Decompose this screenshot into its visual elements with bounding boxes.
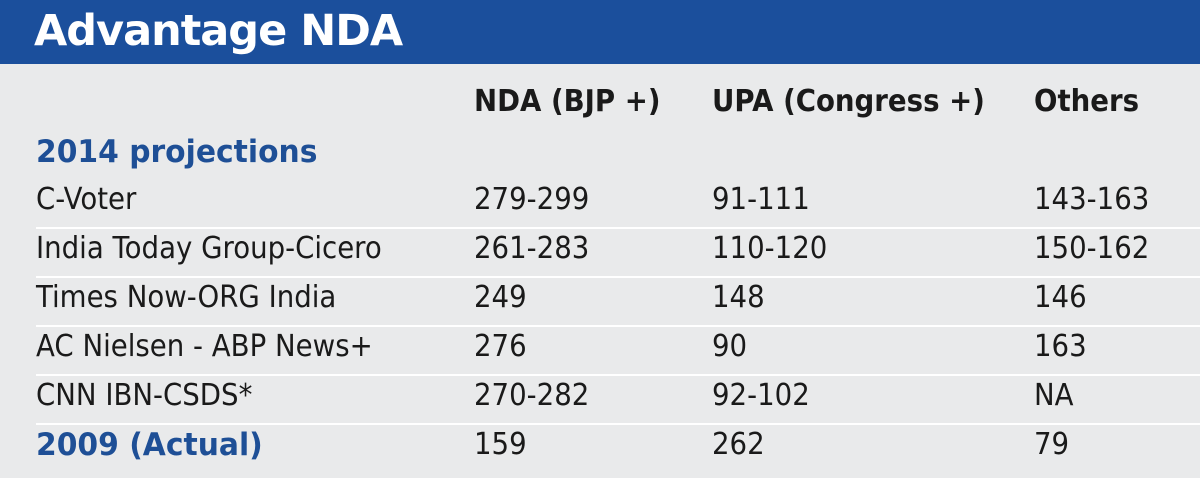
bottom-border [0, 478, 1200, 482]
cell-2009-actual-others: 79 [1034, 427, 1070, 462]
cell-c-voter-upa: 91-111 [712, 182, 810, 217]
row-divider [36, 227, 1200, 229]
cell-india-today-upa: 110-120 [712, 231, 828, 266]
cell-c-voter-others: 143-163 [1034, 182, 1150, 217]
cell-cnn-ibn-others: NA [1034, 378, 1074, 413]
cell-india-today-nda: 261-283 [474, 231, 590, 266]
cell-times-now-others: 146 [1034, 280, 1087, 315]
cell-times-now-upa: 148 [712, 280, 765, 315]
cell-c-voter-nda: 279-299 [474, 182, 590, 217]
title-bar: Advantage NDA [0, 0, 1200, 64]
column-header-nda: NDA (BJP +) [474, 84, 661, 119]
cell-ac-nielsen-nda: 276 [474, 329, 527, 364]
chart-title: Advantage NDA [34, 6, 403, 56]
row-label-times-now-org: Times Now-ORG India [36, 280, 337, 315]
row-label-india-today-cicero: India Today Group-Cicero [36, 231, 382, 266]
row-divider [36, 423, 1200, 425]
cell-2009-actual-upa: 262 [712, 427, 765, 462]
cell-cnn-ibn-nda: 270-282 [474, 378, 590, 413]
column-header-others: Others [1034, 84, 1140, 119]
cell-2009-actual-nda: 159 [474, 427, 527, 462]
row-divider [36, 276, 1200, 278]
row-divider [36, 325, 1200, 327]
row-label-ac-nielsen-abp: AC Nielsen - ABP News+ [36, 329, 373, 364]
cell-india-today-others: 150-162 [1034, 231, 1150, 266]
column-header-upa: UPA (Congress +) [712, 84, 985, 119]
section-label-2014-projections: 2014 projections [36, 134, 318, 170]
row-label-2009-actual: 2009 (Actual) [36, 427, 263, 463]
row-label-c-voter: C-Voter [36, 182, 137, 217]
cell-times-now-nda: 249 [474, 280, 527, 315]
cell-ac-nielsen-others: 163 [1034, 329, 1087, 364]
cell-cnn-ibn-upa: 92-102 [712, 378, 810, 413]
row-divider [36, 374, 1200, 376]
row-label-cnn-ibn-csds: CNN IBN-CSDS* [36, 378, 253, 413]
cell-ac-nielsen-upa: 90 [712, 329, 748, 364]
